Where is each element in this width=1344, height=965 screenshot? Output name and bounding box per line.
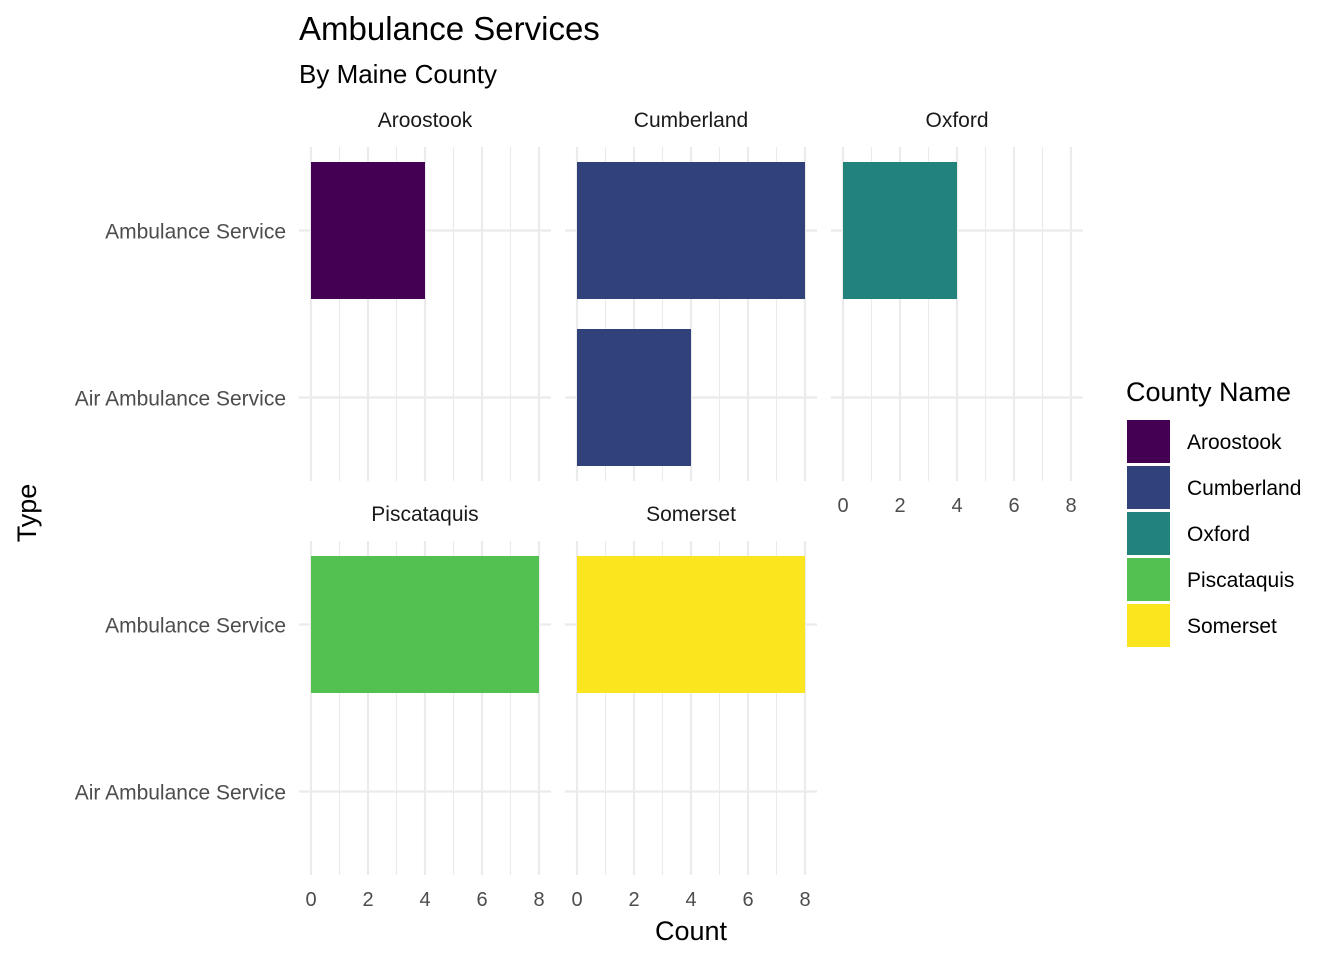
x-tick-label: 2 [628,889,639,911]
x-tick-label: 4 [951,495,962,517]
x-tick-label: 0 [571,889,582,911]
x-tick-label: 8 [533,889,544,911]
x-tick-label: 0 [837,495,848,517]
x-tick-label: 2 [362,889,373,911]
legend-label-aroostook: Aroostook [1187,431,1282,454]
bar-piscataquis-ambulance-service [311,556,539,693]
x-tick-label: 6 [1008,495,1019,517]
legend-label-piscataquis: Piscataquis [1187,569,1294,592]
legend-swatch-oxford [1127,512,1170,555]
facet-panel-aroostook: Aroostook Ambulance Service Air Ambulance … [75,109,551,481]
legend-title: County Name [1126,377,1291,407]
legend-swatch-aroostook [1127,420,1170,463]
chart-subtitle: By Maine County [299,59,497,89]
facet-panels: Aroostook Ambulance Service Air Ambulance … [75,109,1083,911]
facet-panel-somerset: Somerset 0 2 4 6 8 [565,503,817,911]
facet-strip-label: Somerset [646,503,736,526]
legend-swatch-cumberland [1127,466,1170,509]
facet-panel-oxford: Oxford 0 2 4 6 8 [831,109,1083,517]
facet-panel-cumberland: Cumberland [565,109,817,481]
x-axis-title: Count [655,916,728,946]
y-tick-label: Air Ambulance Service [75,782,286,805]
y-axis-title: Type [12,484,42,543]
y-tick-label: Ambulance Service [105,615,286,638]
legend-label-somerset: Somerset [1187,615,1277,638]
x-tick-label: 8 [799,889,810,911]
bar-cumberland-ambulance-service [577,162,805,299]
x-tick-label: 6 [742,889,753,911]
facet-panel-piscataquis: Piscataquis Ambulance Service Air Ambulanc… [75,503,551,911]
y-tick-label: Ambulance Service [105,221,286,244]
x-tick-label: 2 [894,495,905,517]
x-tick-label: 8 [1065,495,1076,517]
bar-cumberland-air-ambulance-service [577,329,691,466]
y-tick-label: Air Ambulance Service [75,388,286,411]
legend: County Name Aroostook Cumberland Oxford Pis… [1126,377,1301,647]
x-tick-label: 0 [305,889,316,911]
facet-strip-label: Aroostook [378,109,473,132]
legend-label-oxford: Oxford [1187,523,1250,546]
chart-title: Ambulance Services [299,10,600,47]
legend-swatch-somerset [1127,604,1170,647]
facet-strip-label: Piscataquis [371,503,478,526]
bar-aroostook-ambulance-service [311,162,425,299]
x-tick-label: 4 [419,889,430,911]
legend-swatch-piscataquis [1127,558,1170,601]
facet-strip-label: Oxford [925,109,988,132]
bar-oxford-ambulance-service [843,162,957,299]
x-tick-label: 6 [476,889,487,911]
bar-somerset-ambulance-service [577,556,805,693]
facet-strip-label: Cumberland [634,109,748,132]
legend-label-cumberland: Cumberland [1187,477,1301,500]
x-tick-label: 4 [685,889,696,911]
